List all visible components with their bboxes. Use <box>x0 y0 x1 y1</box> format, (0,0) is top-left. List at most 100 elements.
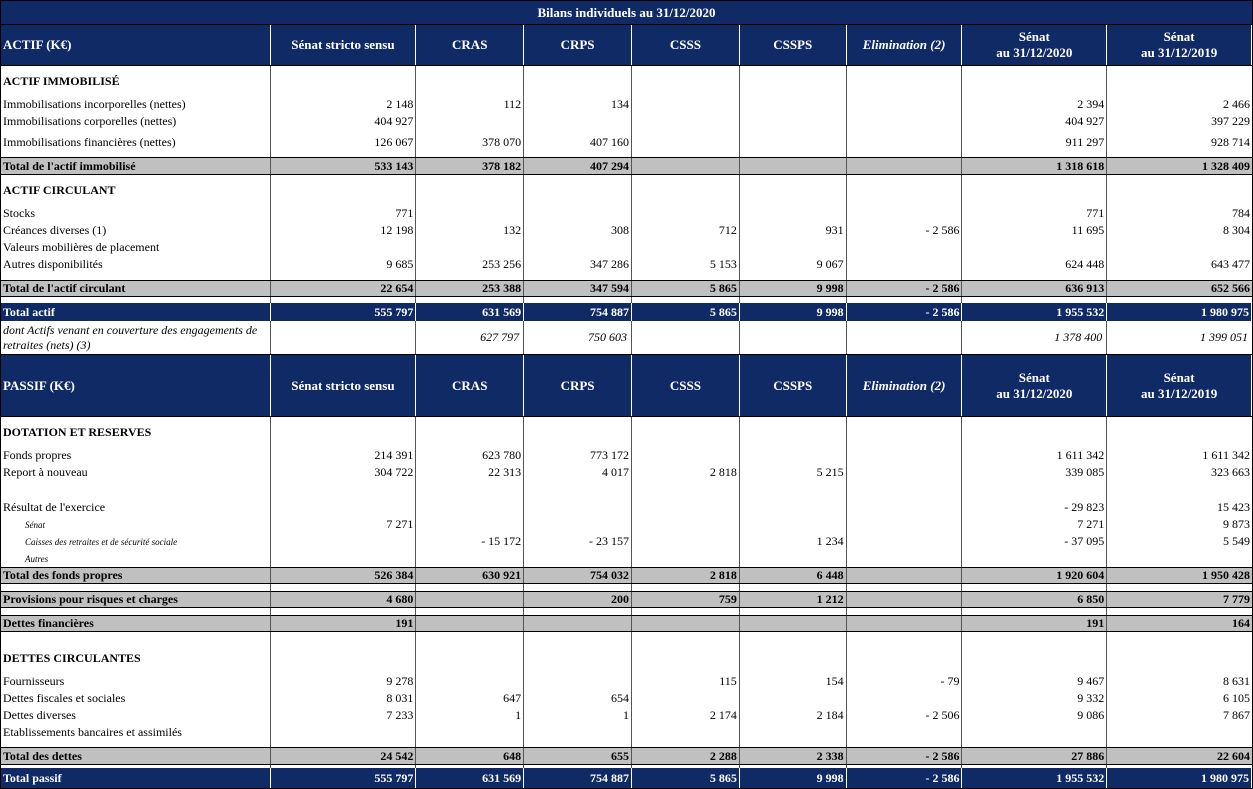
empty-cell <box>524 632 632 643</box>
empty-cell <box>962 273 1108 280</box>
value-cell: 132 <box>416 222 525 239</box>
value-cell: 771 <box>271 205 417 222</box>
header-line: au 31/12/2019 <box>1140 385 1218 401</box>
empty-cell <box>1107 741 1252 747</box>
spacer-row <box>1 151 1252 157</box>
value-cell: 404 927 <box>962 113 1108 130</box>
value-cell: 9 067 <box>740 256 847 273</box>
value-cell: 555 797 <box>271 303 417 321</box>
empty-cell <box>416 273 525 280</box>
value-cell: 555 797 <box>271 768 417 788</box>
header-line: Sénat stricto sensu <box>291 377 395 393</box>
value-cell <box>416 175 525 205</box>
value-cell <box>632 550 740 567</box>
spacer-row <box>1 741 1252 747</box>
value-cell: 1 950 428 <box>1201 568 1250 582</box>
empty-cell <box>847 632 963 643</box>
data-row: Immobilisations financières (nettes) 126 … <box>1 134 1252 151</box>
header-line: CSSPS <box>773 377 813 393</box>
header-line: Sénat <box>1163 29 1195 44</box>
header-line: CSSS <box>669 377 701 393</box>
value-cell <box>632 158 740 174</box>
value-cell <box>847 447 963 464</box>
grand-total-row: Total passif 555 797 631 569 754 887 5 865 9 … <box>1 768 1252 788</box>
header-cell: CRPS <box>524 355 632 416</box>
value-cell: 7 271 <box>962 516 1108 533</box>
value-cell <box>632 533 740 550</box>
empty-cell <box>271 608 417 615</box>
row-label: Total actif <box>1 303 271 321</box>
value-cell <box>271 321 417 354</box>
value-cell: 754 887 <box>524 768 632 788</box>
row-label: Etablissements bancaires et assimilés <box>1 724 271 741</box>
value-cell: 2 818 <box>632 464 740 481</box>
section-row: DETTES CIRCULANTES <box>1 643 1252 673</box>
value-cell <box>962 66 1108 96</box>
value-cell: 655 <box>524 748 632 764</box>
empty-cell <box>632 130 740 134</box>
value-cell: 7 867 <box>1222 708 1250 722</box>
value-cell <box>416 643 525 673</box>
value-cell: 1 <box>416 707 525 724</box>
value-cell: 526 384 <box>271 568 417 583</box>
header-line: Sénat <box>1163 369 1195 385</box>
value-cell: 8 031 <box>271 690 417 707</box>
row-label: DETTES CIRCULANTES <box>1 643 271 673</box>
value-cell: 4 680 <box>271 592 417 607</box>
value-cell <box>271 533 417 550</box>
value-cell: 24 542 <box>271 748 417 764</box>
value-cell: 7 233 <box>271 707 417 724</box>
value-cell <box>632 66 740 96</box>
empty-cell <box>632 584 740 591</box>
value-cell: 22 604 <box>1216 748 1250 763</box>
empty-cell <box>740 741 847 747</box>
value-cell: 5 549 <box>1223 534 1251 548</box>
sub-row: Sénat 7 271 7 271 9 873 <box>1 516 1252 533</box>
header-cell: Sénat au 31/12/2019 <box>1107 355 1252 416</box>
value-cell <box>416 205 525 222</box>
value-cell: 1 318 618 <box>962 158 1108 174</box>
empty-cell <box>847 584 963 591</box>
value-cell <box>632 239 740 256</box>
value-cell: 1 <box>524 707 632 724</box>
value-cell <box>632 134 740 151</box>
value-cell: 112 <box>416 96 525 113</box>
value-cell <box>847 321 963 354</box>
header-cell: CRAS <box>416 25 525 65</box>
value-cell: - 2 586 <box>847 748 963 764</box>
value-cell <box>847 643 963 673</box>
empty-cell <box>632 632 740 643</box>
value-cell: 9 998 <box>740 303 847 321</box>
value-cell <box>632 499 740 516</box>
empty-cell <box>271 273 417 280</box>
empty-cell <box>271 765 417 768</box>
value-cell: 253 256 <box>416 256 525 273</box>
empty-cell <box>847 608 963 615</box>
value-cell <box>271 499 417 516</box>
header-cell: Elimination (2) <box>847 355 963 416</box>
value-cell <box>416 113 525 130</box>
total-row: Total des dettes 24 542 648 655 2 288 2 338- … <box>1 747 1252 765</box>
empty-cell <box>271 130 417 134</box>
value-cell <box>632 113 740 130</box>
value-cell <box>847 550 963 567</box>
empty-cell <box>962 584 1108 591</box>
value-cell <box>416 592 525 607</box>
value-cell: 1 955 532 <box>962 303 1108 321</box>
value-cell: 2 148 <box>271 96 417 113</box>
value-cell <box>524 673 632 690</box>
value-cell <box>740 205 847 222</box>
value-cell <box>962 239 1108 256</box>
value-cell: 773 172 <box>524 447 632 464</box>
empty-cell <box>271 741 417 747</box>
value-cell: 6 105 <box>1222 691 1250 705</box>
value-cell: 2 394 <box>962 96 1108 113</box>
value-cell <box>416 66 525 96</box>
value-cell <box>847 464 963 481</box>
value-cell: 6 850 <box>962 592 1108 607</box>
empty-cell <box>962 741 1108 747</box>
empty-cell <box>962 297 1108 303</box>
header-cell: CSSPS <box>740 355 847 416</box>
value-cell <box>524 499 632 516</box>
